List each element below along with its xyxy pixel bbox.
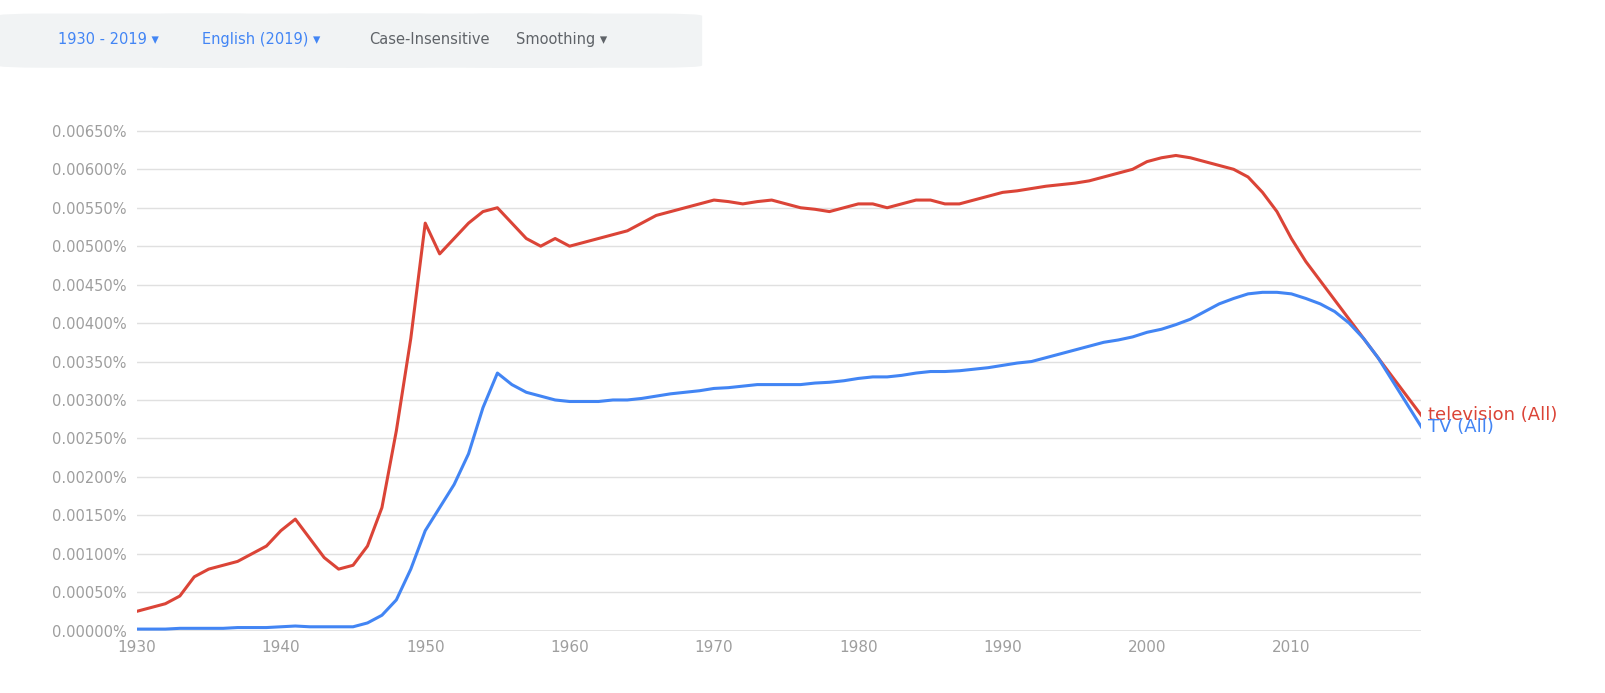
Text: TV (All): TV (All) [1427,418,1493,436]
Text: television (All): television (All) [1427,406,1557,424]
FancyBboxPatch shape [141,14,446,68]
FancyBboxPatch shape [308,14,613,68]
Text: English (2019) ▾: English (2019) ▾ [202,33,321,47]
Text: Case-Insensitive: Case-Insensitive [369,33,490,47]
FancyBboxPatch shape [454,14,701,68]
FancyBboxPatch shape [0,14,268,68]
Text: 1930 - 2019 ▾: 1930 - 2019 ▾ [58,33,159,47]
Text: Smoothing ▾: Smoothing ▾ [515,33,607,47]
